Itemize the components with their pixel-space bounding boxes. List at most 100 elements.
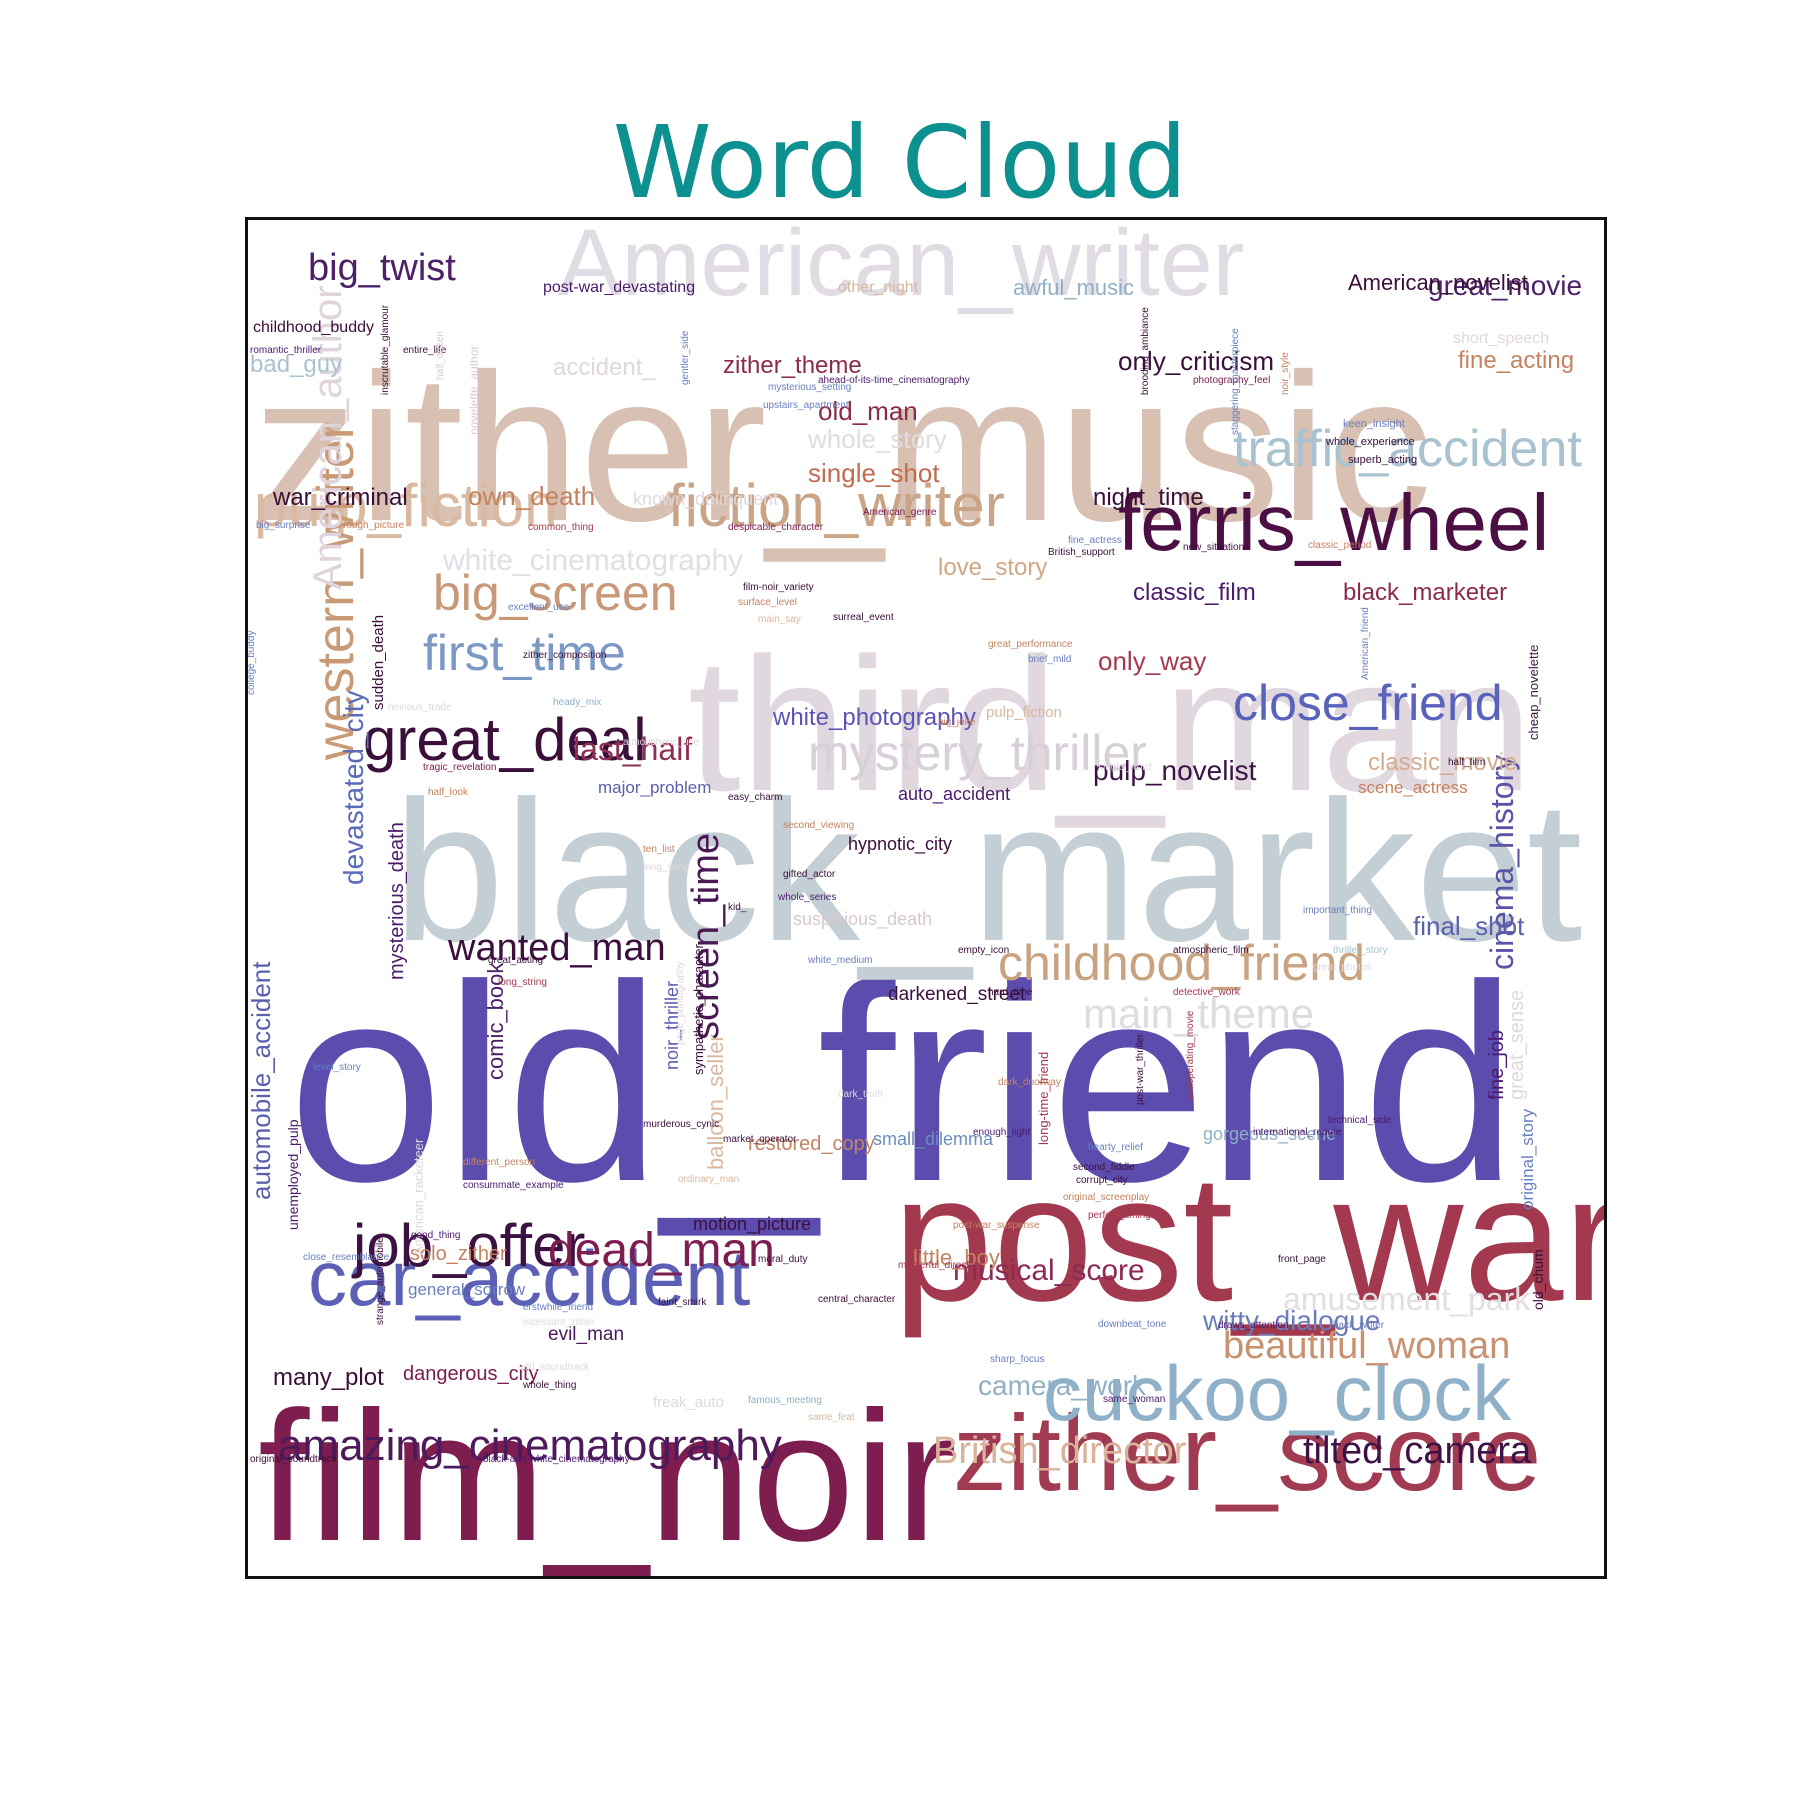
word-kid-: kid_ — [728, 902, 747, 913]
word-long-song: long_song — [643, 862, 689, 873]
word-short-speech: short_speech — [1453, 330, 1549, 347]
word-classic-film: classic_film — [1133, 579, 1256, 606]
word-college-buddy: college_buddy — [248, 631, 257, 696]
word-cloud: old_friend zither_music black_marketthird_… — [248, 220, 1604, 1576]
word-mysterious-death: mysterious_death — [386, 822, 408, 980]
word-surreal-event: surreal_event — [833, 612, 894, 623]
word-childhood-friend: childhood_friend — [998, 935, 1365, 991]
word-wanted-man: wanted_man — [447, 927, 666, 969]
word-ahead-of-its-time-cinematography: ahead-of-its-time_cinematography — [818, 375, 970, 386]
word-automobile-accident: automobile_accident — [248, 961, 276, 1200]
word-brooding-ambiance: brooding_ambiance — [1140, 307, 1151, 395]
word-hard-time: hard_time — [988, 987, 1033, 998]
word-american-writer: American_writer — [558, 220, 1244, 316]
word-american-genre: American_genre — [863, 507, 937, 518]
word-moral-duty: moral_duty — [758, 1254, 807, 1265]
word-same-woman: same_woman — [1103, 1394, 1165, 1405]
word-main-theme: main_theme — [1083, 990, 1314, 1037]
word-brief-mild: brief_mild — [1028, 654, 1071, 665]
word-atmospheric-film: atmospheric_film — [1173, 945, 1249, 956]
word-market-operator: market_operator — [723, 1134, 797, 1145]
word-great-performance: great_performance — [988, 639, 1073, 650]
word-original-story: original_story — [1518, 1108, 1537, 1210]
word-accident-: accident_ — [553, 354, 656, 381]
word-classic-period: classic_period — [1308, 540, 1371, 551]
word-staggering-masterpiece: staggering_masterpiece — [1230, 328, 1241, 435]
word-thriller-story: thriller_story — [1333, 945, 1387, 956]
word-dead-man: dead_man — [548, 1224, 775, 1277]
word-post-war-thriller: post-war_thriller — [1135, 1033, 1146, 1105]
word-corrupt-city: corrupt_city — [1076, 1175, 1128, 1186]
word-zither-theme: zither_theme — [723, 352, 862, 379]
word-photography-feel: photography_feel — [1193, 375, 1270, 386]
word-sudden-death: sudden_death — [370, 615, 387, 710]
word-bad-guy: bad_guy — [250, 351, 342, 378]
word-old-friend: old_friend — [288, 928, 1518, 1240]
word-original-screenplay: original_screenplay — [1063, 1192, 1149, 1203]
word-pulp-novelist: pulp_novelist — [1093, 755, 1257, 786]
word-mysterious-setting: mysterious_setting — [768, 382, 851, 393]
word-major-problem: major_problem — [598, 778, 711, 797]
word-important-thing: important_thing — [1303, 905, 1372, 916]
word-atmospheric-use: atmospheric_use — [623, 737, 700, 748]
word-witty-dialogue: witty_dialogue — [1202, 1305, 1380, 1336]
word-screen-time: screen_time — [685, 833, 727, 1040]
word-half-film: half_film — [1448, 757, 1485, 768]
word-freak-auto: freak_auto — [653, 1394, 724, 1411]
word-own-death: own_death — [468, 481, 595, 511]
word-darkened-street: darkened_street — [888, 984, 1026, 1005]
word-famous-meeting: famous_meeting — [748, 1395, 822, 1406]
word-film-noir-variety: film-noir_variety — [743, 582, 814, 593]
word-odd-soundtrack: odd_soundtrack — [518, 1362, 590, 1373]
word-black-and-white-cinematography: black-and-white_cinematography — [483, 1454, 630, 1465]
word-faint-smirk: faint_smirk — [658, 1297, 707, 1308]
word-motion-picture: motion_picture — [693, 1214, 811, 1235]
word-job-offer: job_offer — [351, 1212, 585, 1279]
word-excellent-use: excellent_use — [508, 602, 570, 613]
word-close-resemblance: close_resemblance — [303, 1252, 390, 1263]
word-post-war-devastating: post-war_devastating — [543, 279, 695, 296]
word-western-writer: western_writer — [307, 422, 365, 761]
word-long-string: long_string — [498, 977, 547, 988]
word-main-say: main_say — [758, 614, 801, 625]
word-little-boy: little_boy — [913, 1245, 1000, 1270]
word-american-friend: American_friend — [1360, 607, 1371, 680]
word-childhood-buddy: childhood_buddy — [253, 319, 374, 336]
word-downbeat-tone: downbeat_tone — [1098, 1319, 1167, 1330]
word-hypnotic-city: hypnotic_city — [848, 834, 952, 855]
word-fiction-writer: fiction_writer — [668, 472, 1005, 539]
word-sharp-focus: sharp_focus — [990, 1354, 1044, 1365]
word-big-joke: big_joke — [938, 717, 976, 728]
word-draws-attention: draws_attention — [1218, 1320, 1289, 1331]
word-car-accident: car_accident — [308, 1234, 751, 1322]
word-hearty-relief: hearty_relief — [1088, 1142, 1143, 1153]
word-cuckoo-clock: cuckoo_clock — [1043, 1349, 1512, 1437]
word-new-situation: new_situation — [1183, 542, 1244, 553]
word-solo-zither: solo_zither — [410, 1243, 507, 1265]
word-cheap-novelette: cheap_novelette — [1526, 645, 1541, 740]
word-only-way: only_way — [1098, 646, 1206, 676]
word-noir-style: noir_style — [1280, 352, 1291, 395]
word-gorgeous-scene: gorgeous_scene — [1203, 1124, 1336, 1145]
word-scene-actress: scene_actress — [1358, 778, 1468, 797]
word-suspicious-death: suspicious_death — [793, 909, 932, 930]
word-masterful-direction: masterful_direction — [898, 1260, 982, 1271]
word-post-war-suspense: post-war_suspense — [953, 1220, 1040, 1231]
word-black-market: black_market — [393, 760, 1582, 983]
word-last-half: last_half — [573, 731, 692, 767]
word-dark-doorway: dark_doorway — [998, 1077, 1061, 1088]
word-ordinary-man: ordinary_man — [678, 1174, 739, 1185]
word-great-deal: great_deal — [363, 706, 647, 773]
word-rough-picture: rough_picture — [343, 520, 405, 531]
word-big-screen: big_screen — [433, 565, 678, 621]
word-dark-truth: dark_truth — [838, 1089, 883, 1100]
word-close-friend: close_friend — [1233, 675, 1503, 731]
word-white-cinematography: white_cinematography — [442, 544, 743, 577]
word-black-marketer: black_marketer — [1343, 579, 1507, 606]
word-classic-movie: classic_movie — [1368, 749, 1517, 776]
word-big-twist: big_twist — [308, 247, 456, 289]
word-american-racketeer: American_racketeer — [411, 1138, 426, 1255]
word-cinema-history: cinema_history — [1484, 755, 1520, 970]
word-good-thing: good_thing — [411, 1230, 461, 1241]
word-white-medium: white_medium — [807, 955, 872, 966]
